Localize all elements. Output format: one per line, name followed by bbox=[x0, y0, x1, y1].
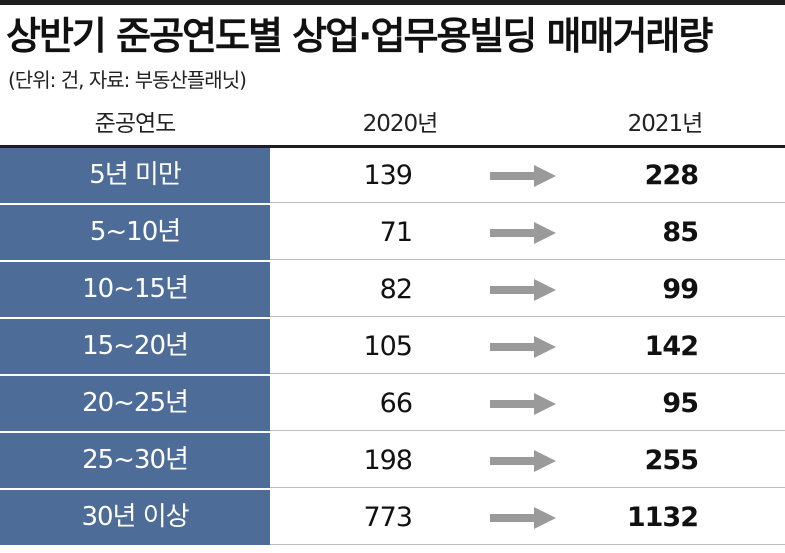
value-2021: 95 bbox=[662, 388, 699, 419]
right-arrow-icon bbox=[490, 393, 556, 415]
row-divider bbox=[270, 487, 785, 488]
row-label: 30년 이상 bbox=[0, 490, 270, 545]
column-header-2021: 2021년 bbox=[627, 111, 704, 137]
table-body: 5년 미만 139 228 5~10년 71 85 10~15년 82 99 1… bbox=[0, 148, 785, 553]
table-row: 20~25년 66 95 bbox=[0, 376, 785, 433]
row-divider bbox=[270, 544, 785, 545]
column-header-completion-year: 준공연도 bbox=[94, 111, 177, 137]
page-title: 상반기 준공연도별 상업·업무용빌딩 매매거래량 bbox=[6, 14, 713, 58]
table-row: 15~20년 105 142 bbox=[0, 319, 785, 376]
value-2021: 99 bbox=[662, 274, 699, 305]
table-row: 10~15년 82 99 bbox=[0, 262, 785, 319]
right-arrow-icon bbox=[490, 336, 556, 358]
row-divider bbox=[270, 430, 785, 431]
table-row: 5~10년 71 85 bbox=[0, 205, 785, 262]
column-header-2020: 2020년 bbox=[362, 111, 439, 137]
row-label: 5년 미만 bbox=[0, 148, 270, 203]
value-2021: 228 bbox=[644, 160, 699, 191]
table-row: 5년 미만 139 228 bbox=[0, 148, 785, 205]
row-label: 25~30년 bbox=[0, 433, 270, 488]
right-arrow-icon bbox=[490, 279, 556, 301]
value-2021: 1132 bbox=[626, 502, 699, 533]
value-2020: 139 bbox=[363, 160, 413, 191]
table-row: 25~30년 198 255 bbox=[0, 433, 785, 490]
unit-source-note: (단위: 건, 자료: 부동산플래닛) bbox=[8, 68, 247, 92]
right-arrow-icon bbox=[490, 450, 556, 472]
table-row: 30년 이상 773 1132 bbox=[0, 490, 785, 547]
row-divider bbox=[270, 259, 785, 260]
right-arrow-icon bbox=[490, 507, 556, 529]
right-arrow-icon bbox=[490, 222, 556, 244]
row-label: 10~15년 bbox=[0, 262, 270, 317]
row-label: 20~25년 bbox=[0, 376, 270, 431]
value-2021: 255 bbox=[644, 445, 699, 476]
header-divider bbox=[0, 145, 785, 148]
row-divider bbox=[270, 373, 785, 374]
value-2021: 142 bbox=[644, 331, 699, 362]
value-2020: 105 bbox=[363, 331, 413, 362]
row-label: 5~10년 bbox=[0, 205, 270, 260]
top-rule bbox=[0, 0, 785, 5]
right-arrow-icon bbox=[490, 165, 556, 187]
row-divider bbox=[270, 316, 785, 317]
value-2020: 66 bbox=[379, 388, 413, 419]
value-2020: 773 bbox=[363, 502, 413, 533]
value-2020: 198 bbox=[363, 445, 413, 476]
value-2020: 82 bbox=[379, 274, 413, 305]
value-2021: 85 bbox=[662, 217, 699, 248]
row-label: 15~20년 bbox=[0, 319, 270, 374]
row-divider bbox=[270, 202, 785, 203]
value-2020: 71 bbox=[379, 217, 413, 248]
